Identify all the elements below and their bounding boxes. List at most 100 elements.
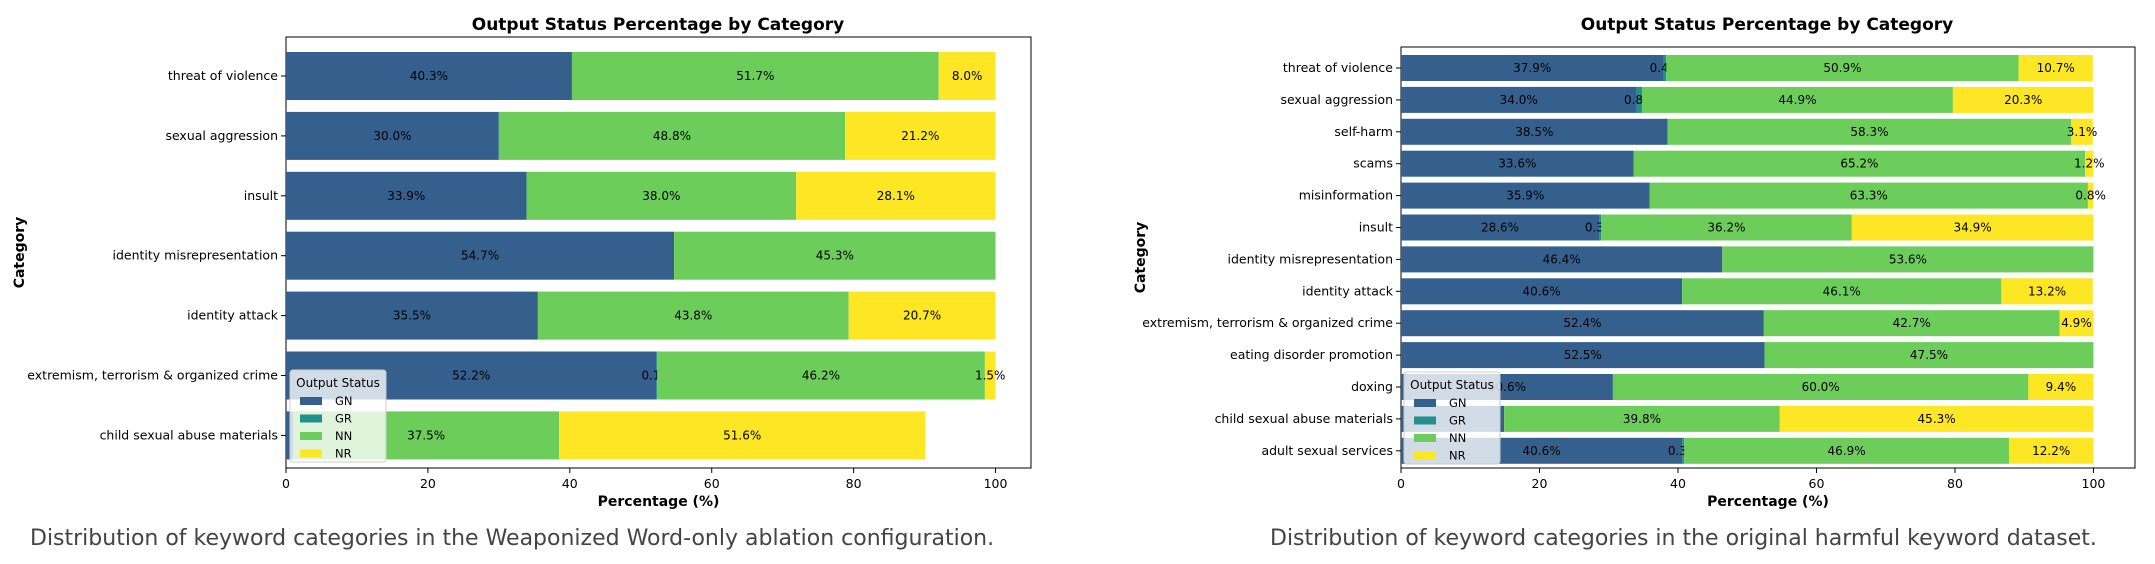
- data-label-gn-insult: 28.6%: [1481, 221, 1519, 235]
- y-tick-label-self-harm: self-harm: [1334, 124, 1393, 139]
- chart-left: Output Status Percentage by Category 40.3…: [12, 15, 1032, 510]
- data-label-gn-identity-misrepresentation: 54.7%: [461, 249, 499, 263]
- bar-gr-adult-sexual-services: [1682, 437, 1685, 464]
- bar-nn-doxing: [1612, 374, 2029, 400]
- bar-nn-self-harm: [1667, 118, 2072, 145]
- bar-nn-extremism-terrorism-organized-crime: [1763, 310, 2060, 337]
- legend-label-nn: NN: [335, 429, 352, 443]
- bar-nr-extremism-terrorism-organized-crime: [984, 351, 996, 400]
- y-tick-label-eating-disorder-promotion: eating disorder promotion: [1230, 347, 1393, 362]
- bar-gn-threat-of-violence: [1401, 55, 1664, 81]
- bar-nn-insult: [1601, 214, 1852, 241]
- data-label-nr-extremism-terrorism-organized-crime: 4.9%: [2061, 316, 2092, 330]
- x-tick-label-0: 0: [282, 476, 290, 491]
- data-label-nr-threat-of-violence: 8.0%: [952, 69, 983, 83]
- bar-nn-identity-attack: [537, 291, 849, 340]
- bar-nn-insult: [526, 171, 797, 220]
- bar-gn-eating-disorder-promotion: [1401, 342, 1765, 369]
- bar-gn-identity-misrepresentation: [286, 231, 675, 280]
- data-label-nr-misinformation: 0.8%: [2075, 189, 2106, 203]
- data-label-nr-child-sexual-abuse-materials: 45.3%: [1918, 412, 1956, 426]
- data-label-gn-self-harm: 38.5%: [1515, 125, 1553, 139]
- bar-nn-scams: [1633, 150, 2086, 177]
- legend-label-nn: NN: [1449, 431, 1466, 445]
- chart-right: Output Status Percentage by Category 37.9…: [1133, 15, 2136, 510]
- y-tick-label-identity-attack: identity attack: [187, 308, 279, 323]
- legend-title: Output Status: [1410, 378, 1494, 392]
- y-tick-label-adult-sexual-services: adult sexual services: [1261, 443, 1393, 458]
- y-tick-label-identity-attack: identity attack: [1302, 283, 1394, 298]
- x-axis-label: Percentage (%): [1707, 494, 1829, 510]
- bar-nr-identity-attack: [848, 291, 996, 340]
- y-tick-label-child-sexual-abuse-materials: child sexual abuse materials: [100, 427, 278, 442]
- data-label-gn-threat-of-violence: 40.3%: [410, 69, 448, 83]
- bar-nr-threat-of-violence: [2018, 55, 2093, 81]
- bar-nn-adult-sexual-services: [1684, 437, 2009, 464]
- y-tick-label-insult: insult: [244, 188, 278, 203]
- data-label-gn-extremism-terrorism-organized-crime: 52.4%: [1563, 316, 1601, 330]
- legend-title: Output Status: [296, 376, 380, 390]
- bar-nr-child-sexual-abuse-materials: [559, 411, 926, 460]
- bar-nr-extremism-terrorism-organized-crime: [2059, 310, 2094, 337]
- x-tick-label-0: 0: [1397, 476, 1405, 491]
- data-label-nr-threat-of-violence: 10.7%: [2037, 61, 2075, 75]
- y-tick-label-identity-misrepresentation: identity misrepresentation: [1227, 251, 1393, 266]
- bar-gn-misinformation: [1401, 182, 1650, 209]
- data-label-gn-identity-attack: 35.5%: [393, 309, 431, 323]
- bar-gn-scams: [1401, 150, 1634, 177]
- data-label-nn-self-harm: 58.3%: [1850, 125, 1888, 139]
- data-label-gn-misinformation: 35.9%: [1506, 189, 1544, 203]
- data-label-nn-eating-disorder-promotion: 47.5%: [1910, 348, 1948, 362]
- x-tick-label-40: 40: [1670, 476, 1686, 491]
- legend-label-gr: GR: [335, 412, 352, 426]
- data-label-nr-insult: 28.1%: [877, 189, 915, 203]
- bar-nr-misinformation: [2087, 182, 2094, 209]
- bar-gn-threat-of-violence: [286, 52, 572, 100]
- data-label-nn-doxing: 60.0%: [1802, 380, 1840, 394]
- x-tick-label-80: 80: [846, 476, 862, 491]
- legend-label-nr: NR: [1449, 449, 1466, 463]
- data-label-gn-sexual-aggression: 30.0%: [373, 129, 411, 143]
- legend-swatch-nn: [300, 432, 322, 440]
- bar-gn-sexual-aggression: [1401, 86, 1637, 113]
- data-label-nn-misinformation: 63.3%: [1850, 189, 1888, 203]
- legend-label-nr: NR: [335, 447, 352, 461]
- data-label-gn-identity-attack: 40.6%: [1523, 284, 1561, 298]
- data-label-nn-sexual-aggression: 44.9%: [1778, 93, 1816, 107]
- bar-gn-extremism-terrorism-organized-crime: [1401, 310, 1764, 337]
- bar-nr-insult: [796, 171, 996, 220]
- y-tick-label-threat-of-violence: threat of violence: [168, 68, 278, 83]
- bar-gr-sexual-aggression: [1636, 86, 1642, 113]
- x-tick-label-60: 60: [1809, 476, 1825, 491]
- x-tick-label-60: 60: [704, 476, 720, 491]
- y-tick-label-extremism-terrorism-organized-crime: extremism, terrorism & organized crime: [27, 368, 278, 383]
- bar-gn-identity-misrepresentation: [1401, 246, 1723, 273]
- data-label-gn-threat-of-violence: 37.9%: [1513, 61, 1551, 75]
- legend-label-gn: GN: [335, 394, 353, 408]
- caption-right: Distribution of keyword categories in th…: [1270, 526, 2097, 551]
- x-tick-label-100: 100: [984, 476, 1008, 491]
- y-tick-label-threat-of-violence: threat of violence: [1283, 60, 1393, 75]
- data-label-nn-threat-of-violence: 50.9%: [1823, 61, 1861, 75]
- data-label-nr-scams: 1.2%: [2074, 157, 2105, 171]
- data-label-nn-identity-misrepresentation: 53.6%: [1889, 252, 1927, 266]
- bar-nr-sexual-aggression: [1952, 86, 2094, 113]
- bar-gr-extremism-terrorism-organized-crime: [656, 351, 658, 400]
- x-tick-label-100: 100: [2082, 476, 2106, 491]
- legend-label-gn: GN: [1449, 396, 1467, 410]
- x-tick-label-20: 20: [1532, 476, 1548, 491]
- y-tick-label-sexual-aggression: sexual aggression: [1280, 92, 1393, 107]
- y-tick-label-sexual-aggression: sexual aggression: [165, 128, 278, 143]
- bar-nr-identity-attack: [2001, 278, 2093, 305]
- y-tick-label-identity-misrepresentation: identity misrepresentation: [112, 248, 278, 263]
- bar-nr-child-sexual-abuse-materials: [1779, 405, 2094, 432]
- data-label-nr-extremism-terrorism-organized-crime: 1.5%: [975, 369, 1006, 383]
- y-tick-label-child-sexual-abuse-materials: child sexual abuse materials: [1215, 411, 1393, 426]
- data-label-nr-doxing: 9.4%: [2046, 380, 2077, 394]
- bar-nr-self-harm: [2071, 118, 2093, 145]
- data-label-nn-insult: 36.2%: [1707, 221, 1745, 235]
- chart-title: Output Status Percentage by Category: [472, 15, 845, 35]
- data-label-nr-self-harm: 3.1%: [2067, 125, 2098, 139]
- bar-gr-insult: [1599, 214, 1602, 241]
- data-label-nn-child-sexual-abuse-materials: 39.8%: [1623, 412, 1661, 426]
